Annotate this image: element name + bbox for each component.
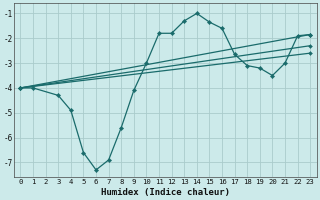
X-axis label: Humidex (Indice chaleur): Humidex (Indice chaleur) [101,188,230,197]
